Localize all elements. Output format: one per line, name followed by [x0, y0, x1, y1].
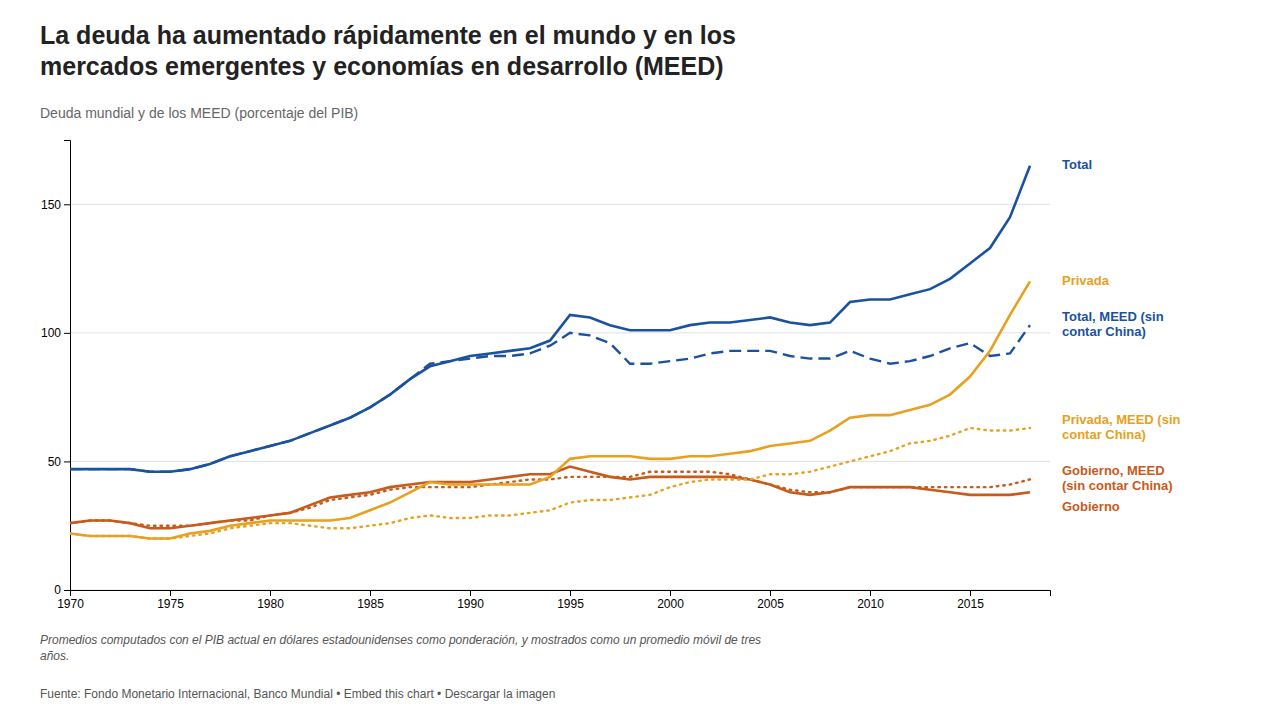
x-tick-mark — [170, 590, 171, 596]
x-tick-label: 1970 — [57, 597, 84, 611]
text-line: Privada — [1062, 273, 1110, 288]
x-tick-label: 1975 — [157, 597, 184, 611]
x-tick-mark — [270, 590, 271, 596]
text-line: años. — [40, 649, 69, 663]
y-axis: 0 50 100 150 — [41, 141, 71, 598]
text-line: contar China) — [1062, 427, 1146, 442]
x-tick-mark — [570, 590, 571, 596]
lines — [70, 166, 1030, 539]
text-line: Promedios computados con el PIB actual e… — [40, 633, 761, 647]
y-tick-label: 150 — [41, 198, 61, 212]
series-line — [70, 472, 1030, 526]
legend-label: Total, MEED (sincontar China) — [1062, 309, 1164, 339]
y-tick-label: 50 — [48, 455, 62, 469]
y-axis-line — [64, 141, 71, 591]
x-tick: 1985 — [357, 590, 384, 611]
text-line: Total — [1062, 157, 1092, 172]
text-line: (sin contar China) — [1062, 478, 1173, 493]
chart: La deuda ha aumentado rápidamente en el … — [0, 0, 1280, 720]
y-tick: 100 — [41, 326, 70, 340]
y-tick-mark — [64, 461, 70, 462]
series-line — [70, 325, 1030, 472]
subtitle: Deuda mundial y de los MEED (porcentaje … — [40, 105, 358, 121]
x-tick: 1980 — [257, 590, 284, 611]
x-tick-label: 2000 — [657, 597, 684, 611]
footnote: Promedios computados con el PIB actual e… — [40, 633, 761, 663]
grid-line — [70, 204, 1050, 205]
x-tick: 2010 — [857, 590, 884, 611]
series-line — [70, 281, 1030, 538]
text-line: Gobierno — [1062, 499, 1120, 514]
x-tick-mark — [770, 590, 771, 596]
grid-line — [70, 332, 1050, 333]
legend-label: Total — [1062, 157, 1092, 172]
x-tick: 2005 — [757, 590, 784, 611]
legend-label: Gobierno — [1062, 499, 1120, 514]
x-tick-label: 1995 — [557, 597, 584, 611]
legend-label: Privada, MEED (sincontar China) — [1062, 412, 1181, 442]
text-line: mercados emergentes y economías en desar… — [40, 52, 724, 80]
legend-label: Gobierno, MEED(sin contar China) — [1062, 463, 1173, 493]
x-tick: 2000 — [657, 590, 684, 611]
y-tick: 0 — [54, 583, 70, 597]
plot: 1970 1975 1980 1985 1990 1995 2000 2005 2010 2015… — [41, 141, 1181, 611]
x-tick-label: 2015 — [957, 597, 984, 611]
y-tick-label: 0 — [54, 583, 61, 597]
x-tick: 1990 — [457, 590, 484, 611]
x-tick-mark — [970, 590, 971, 596]
text-line: Gobierno, MEED — [1062, 463, 1165, 478]
x-axis: 1970 1975 1980 1985 1990 1995 2000 2005 2010 2015 — [57, 590, 1050, 611]
text-line: Total, MEED (sin — [1062, 309, 1164, 324]
x-tick-label: 2010 — [857, 597, 884, 611]
x-tick-label: 1990 — [457, 597, 484, 611]
legend-label: Privada — [1062, 273, 1110, 288]
x-tick: 1970 — [57, 590, 84, 611]
y-tick-label: 100 — [41, 326, 61, 340]
text-line: Privada, MEED (sin — [1062, 412, 1181, 427]
x-tick-mark — [470, 590, 471, 596]
text-line: La deuda ha aumentado rápidamente en el … — [40, 21, 736, 49]
y-tick-mark — [64, 204, 70, 205]
x-tick-label: 1985 — [357, 597, 384, 611]
x-tick-mark — [370, 590, 371, 596]
grid — [70, 204, 1050, 590]
x-tick: 2015 — [957, 590, 984, 611]
x-tick-label: 1980 — [257, 597, 284, 611]
legend: TotalPrivadaTotal, MEED (sincontar China… — [1062, 157, 1181, 514]
y-tick: 150 — [41, 198, 70, 212]
source: Fuente: Fondo Monetario Internacional, B… — [40, 687, 555, 701]
x-tick-mark — [670, 590, 671, 596]
series-line — [70, 166, 1030, 472]
x-tick: 1995 — [557, 590, 584, 611]
title: La deuda ha aumentado rápidamente en el … — [40, 21, 736, 80]
y-tick-mark — [64, 590, 70, 591]
series-line — [70, 428, 1030, 539]
x-tick-mark — [870, 590, 871, 596]
x-tick: 1975 — [157, 590, 184, 611]
y-tick-mark — [64, 333, 70, 334]
x-axis-line — [71, 591, 1051, 597]
x-tick-label: 2005 — [757, 597, 784, 611]
text-line: contar China) — [1062, 324, 1146, 339]
y-tick: 50 — [48, 455, 70, 469]
